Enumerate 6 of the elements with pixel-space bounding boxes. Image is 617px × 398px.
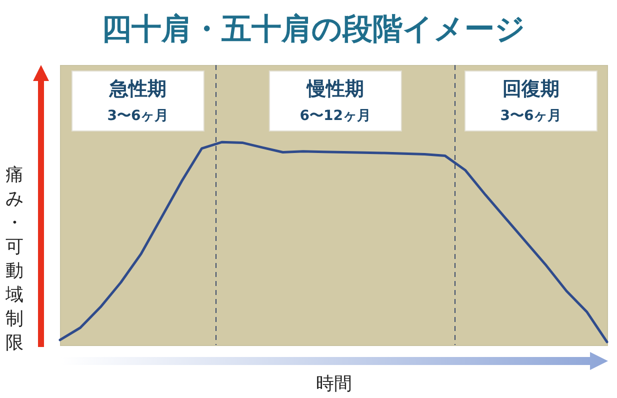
- y-axis-title: 痛み・可動域制限: [4, 164, 24, 354]
- text: 急性期 3〜6ヶ月: [107, 78, 169, 124]
- text: 慢性期 6〜12ヶ月: [300, 78, 372, 124]
- x-axis-title: 時間: [316, 374, 352, 394]
- chart-title: 四十肩・五十肩の段階イメージ: [102, 12, 526, 47]
- text: 回復期 3〜6ヶ月: [500, 78, 562, 124]
